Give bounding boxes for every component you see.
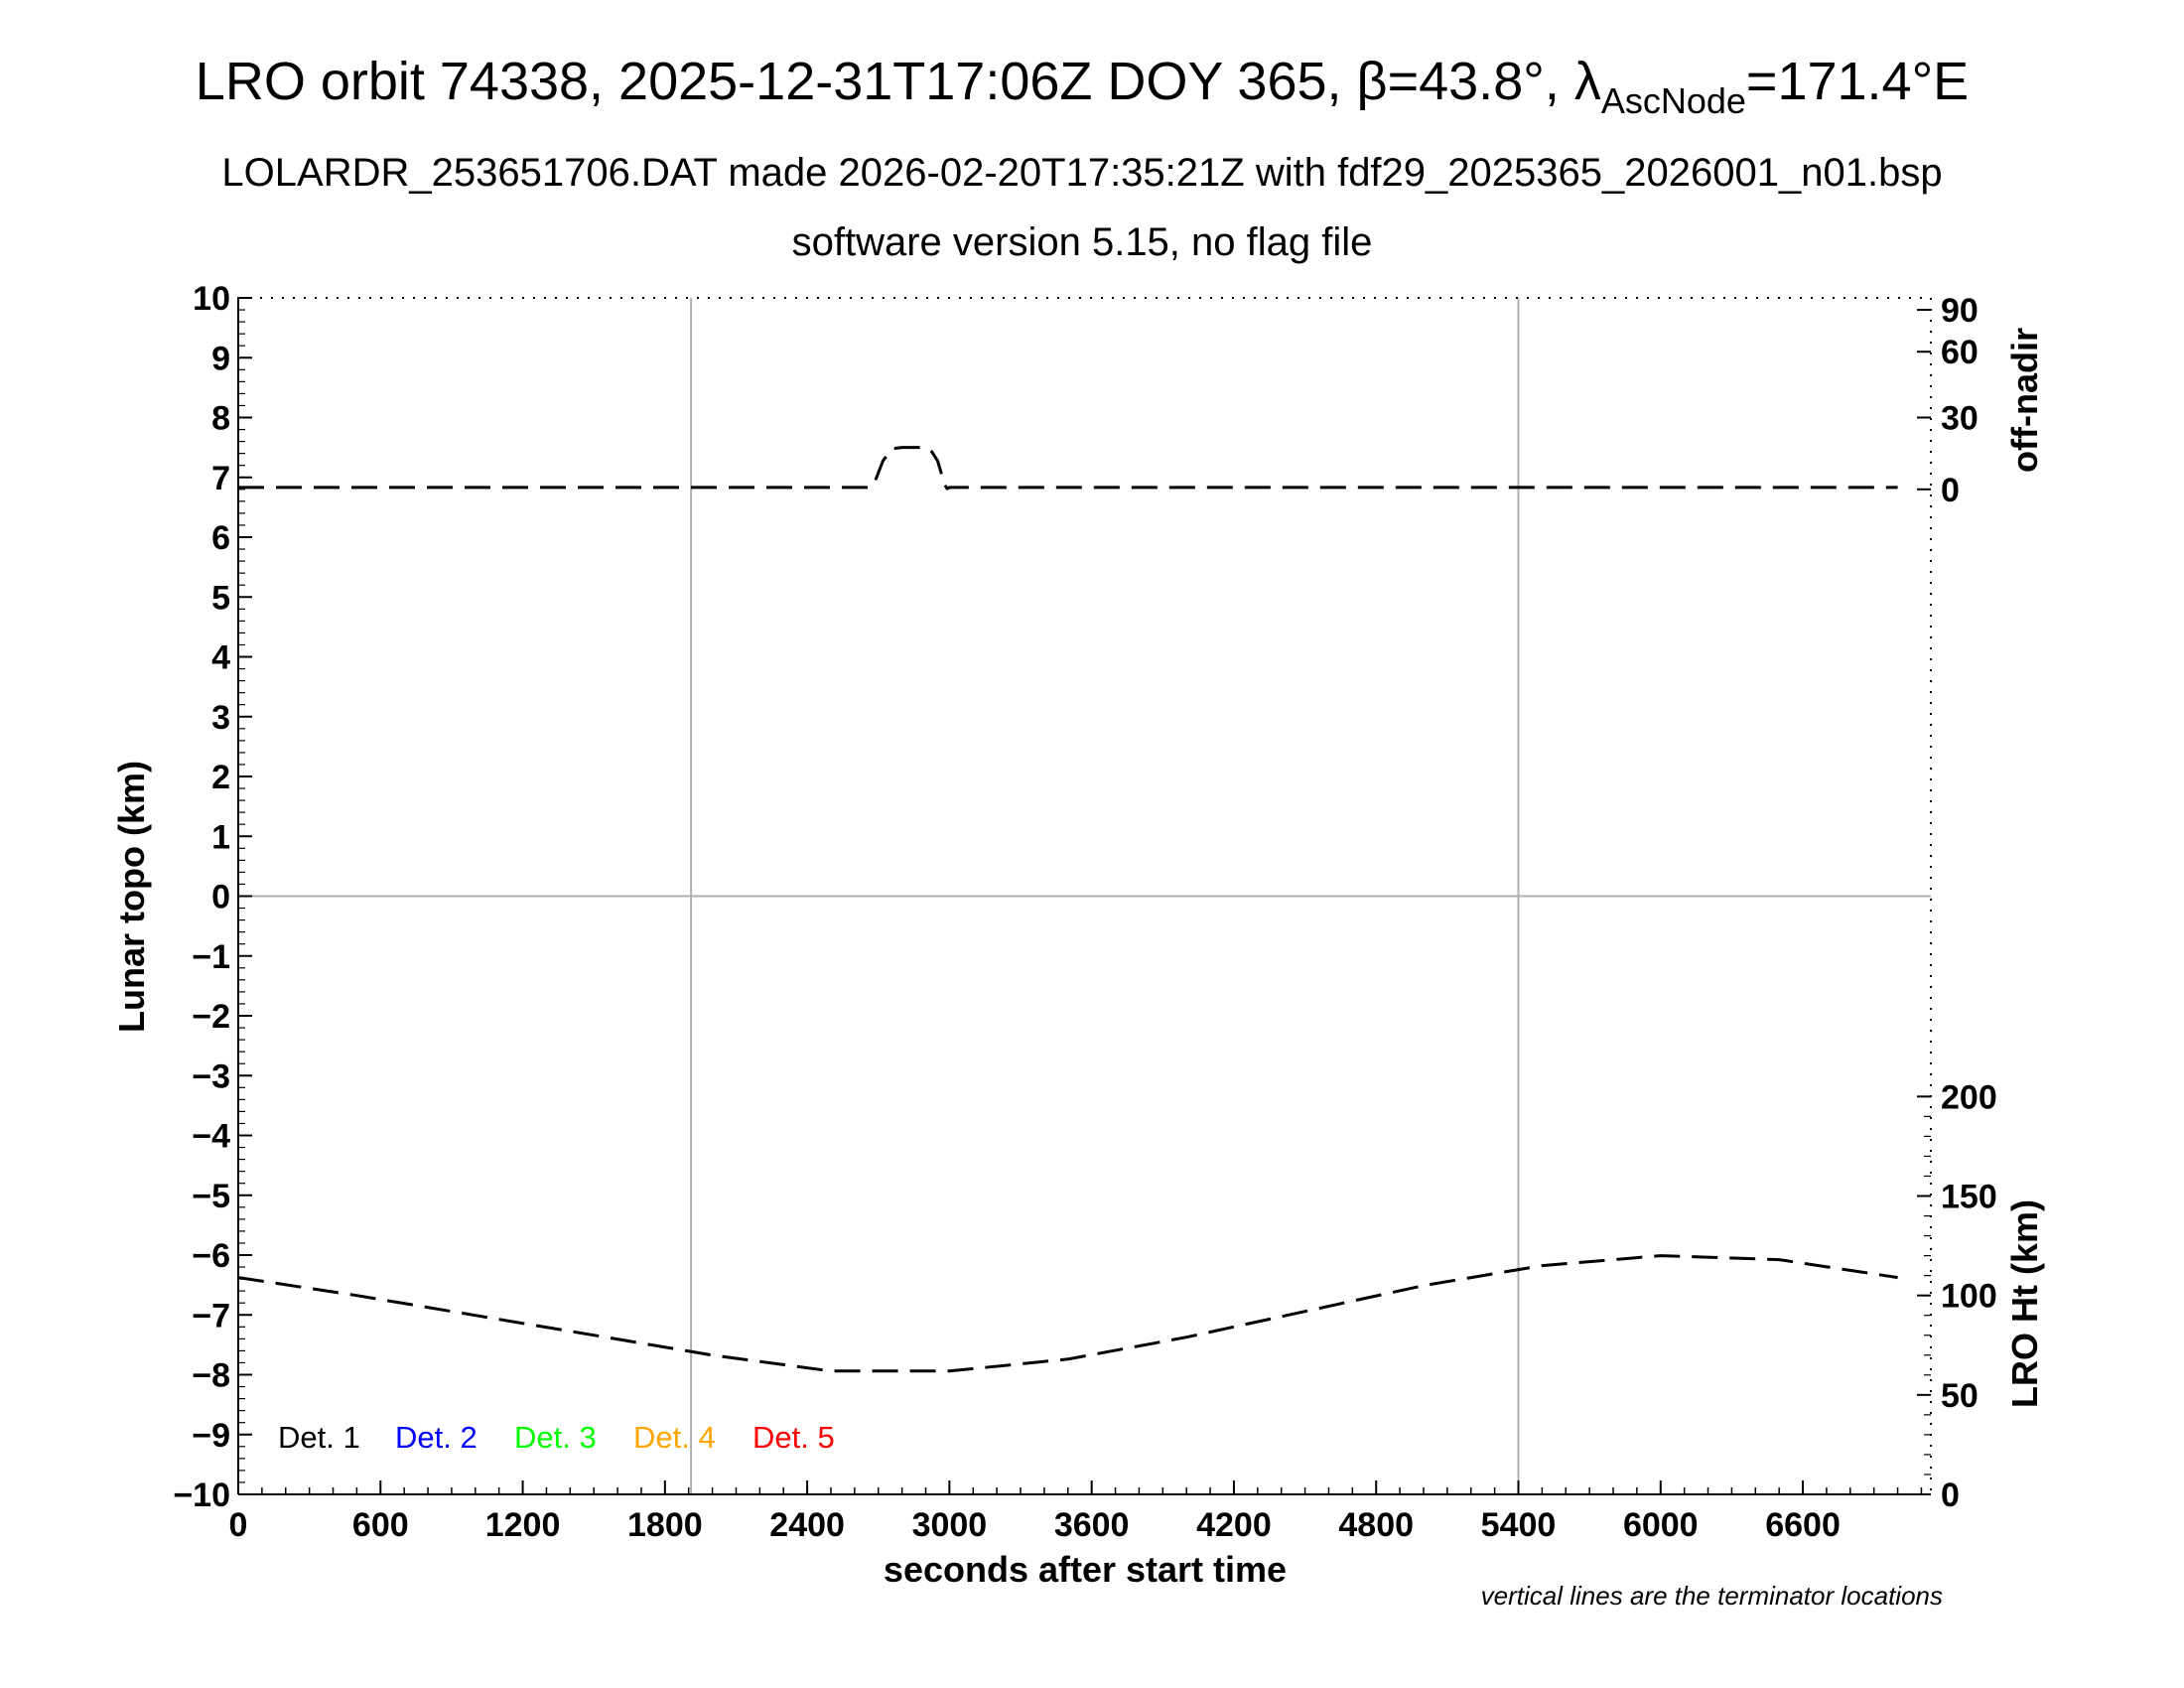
off-nadir-tick-label: 30 [1941, 400, 1979, 438]
x-tick-label: 1800 [627, 1506, 703, 1544]
x-tick-label: 6600 [1765, 1506, 1841, 1544]
legend-det-5: Det. 5 [752, 1420, 835, 1455]
lro-ht-tick-label: 100 [1941, 1278, 1997, 1316]
x-tick-label: 4200 [1196, 1506, 1272, 1544]
terminator-footnote: vertical lines are the terminator locati… [1481, 1581, 1943, 1611]
off-nadir-tick-label: 0 [1941, 472, 1960, 509]
x-tick-label: 3600 [1054, 1506, 1130, 1544]
y-tick-label: −7 [192, 1297, 230, 1335]
x-tick-label: 5400 [1481, 1506, 1557, 1544]
x-tick-label: 2400 [769, 1506, 845, 1544]
y-tick-label: 3 [211, 699, 230, 737]
y-tick-label: 1 [211, 818, 230, 856]
legend-det-2: Det. 2 [395, 1420, 478, 1455]
series-layer [237, 446, 1898, 1373]
y-tick-label: −2 [192, 998, 230, 1036]
y-tick-label: 5 [211, 579, 230, 617]
chart-subtitle-1: LOLARDR_253651706.DAT made 2026-02-20T17… [221, 151, 1942, 195]
y-tick-label: −8 [192, 1357, 230, 1395]
grid-layer [238, 298, 1931, 1494]
off-nadir-tick-label: 90 [1941, 292, 1979, 330]
y-tick-label: −5 [192, 1178, 230, 1215]
off-nadir-tick-label: 60 [1941, 334, 1979, 371]
lro-ht-tick-label: 150 [1941, 1179, 1997, 1216]
x-tick-label: 600 [352, 1506, 409, 1544]
y-tick-label: −9 [192, 1417, 230, 1455]
lro-ht-tick-label: 50 [1941, 1377, 1979, 1415]
tick-layer: 0 600 1200 1800 2400 3000 3600 4200 4800 5400 6000… [173, 280, 1996, 1544]
chart-subtitle-2: software version 5.15, no flag file [792, 220, 1373, 264]
x-tick-label: 3000 [912, 1506, 988, 1544]
y-tick-label: 7 [211, 460, 230, 497]
y-tick-label: −10 [173, 1477, 230, 1514]
y-tick-label: −3 [192, 1057, 230, 1095]
off-nadir-series-line [238, 446, 1898, 491]
y-tick-label: −4 [192, 1118, 230, 1156]
y-tick-label: −6 [192, 1237, 230, 1275]
y-axis-label-lro-ht: LRO Ht (km) [2004, 1199, 2045, 1408]
x-tick-label: 4800 [1338, 1506, 1414, 1544]
lro-ht-tick-label: 200 [1941, 1078, 1997, 1116]
y-tick-label: 0 [211, 879, 230, 916]
y-tick-label: 6 [211, 519, 230, 557]
x-tick-label: 1200 [485, 1506, 561, 1544]
y-tick-label: 4 [211, 639, 230, 677]
x-axis-label: seconds after start time [884, 1549, 1287, 1590]
chart-title: LRO orbit 74338, 2025-12-31T17:06Z DOY 3… [196, 52, 1969, 121]
lro-height-series-line [237, 1254, 1898, 1373]
legend-det-4: Det. 4 [633, 1420, 716, 1455]
y-tick-label: −1 [192, 938, 230, 976]
y-tick-label: 8 [211, 400, 230, 438]
legend-det-3: Det. 3 [514, 1420, 597, 1455]
y-axis-label-off-nadir: off-nadir [2004, 328, 2045, 473]
x-tick-label: 0 [229, 1506, 248, 1544]
y-axis-label-left: Lunar topo (km) [111, 761, 152, 1033]
x-tick-label: 6000 [1623, 1506, 1699, 1544]
legend: Det. 1 Det. 2 Det. 3 Det. 4 Det. 5 [278, 1420, 835, 1455]
y-tick-label: 9 [211, 340, 230, 377]
y-tick-label: 10 [193, 280, 230, 318]
legend-det-1: Det. 1 [278, 1420, 360, 1455]
lro-ht-tick-label: 0 [1941, 1477, 1960, 1514]
y-tick-label: 2 [211, 759, 230, 796]
